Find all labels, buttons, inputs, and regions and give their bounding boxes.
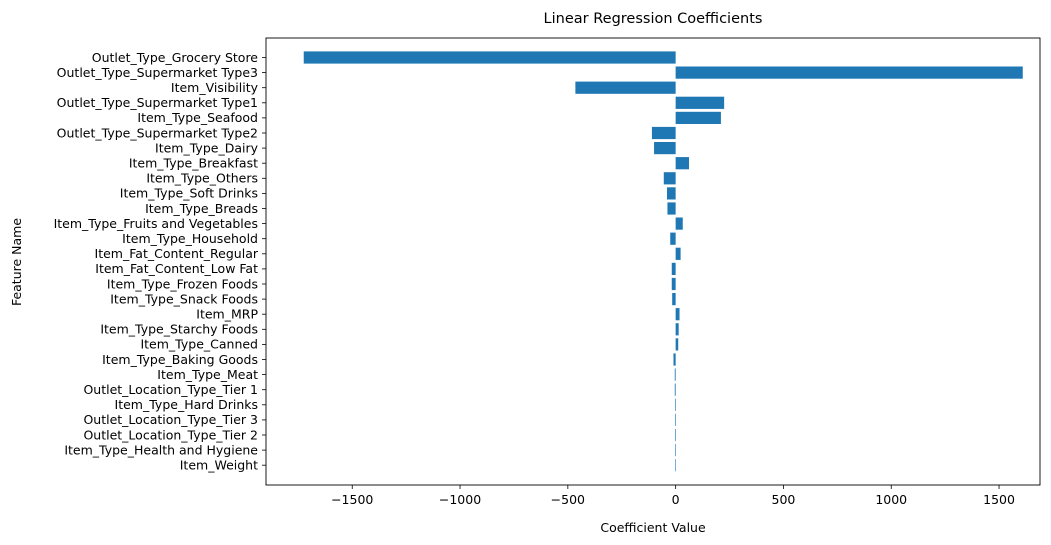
y-tick-label: Outlet_Type_Supermarket Type3 (57, 65, 258, 80)
y-tick-label: Outlet_Type_Supermarket Type1 (57, 95, 258, 110)
bar (651, 126, 676, 140)
plot-frame (265, 37, 1041, 486)
y-axis-label: Feature Name (9, 218, 24, 306)
bar (303, 51, 676, 64)
bar (673, 353, 676, 366)
y-tick-labels: Outlet_Type_Grocery StoreOutlet_Type_Sup… (54, 50, 266, 473)
x-axis-ticks: −1500 −1000 −500 0 500 1000 1500 (331, 485, 1015, 507)
bar (674, 428, 676, 442)
y-tick-label: Item_Fat_Content_Regular (95, 246, 259, 261)
bar (675, 444, 676, 457)
y-tick-label: Item_Type_Seafood (137, 110, 258, 125)
y-tick-label: Item_Type_Others (146, 171, 258, 186)
y-tick-label: Item_Type_Household (122, 231, 258, 246)
y-tick-label: Item_Type_Dairy (155, 140, 259, 155)
y-tick-label: Outlet_Location_Type_Tier 1 (83, 382, 258, 397)
y-tick-label: Item_Type_Starchy Foods (100, 322, 258, 337)
y-tick-label: Outlet_Location_Type_Tier 3 (83, 412, 258, 427)
x-tick-label: 1500 (983, 492, 1015, 507)
bar (675, 157, 690, 170)
bar (667, 187, 676, 200)
y-tick-label: Outlet_Location_Type_Tier 2 (83, 427, 258, 442)
y-tick-label: Item_Type_Canned (140, 337, 258, 352)
y-tick-label: Item_Type_Breakfast (129, 156, 258, 171)
y-tick-label: Item_Type_Fruits and Vegetables (54, 216, 258, 231)
bar (674, 383, 676, 396)
y-tick-label: Outlet_Type_Grocery Store (92, 50, 259, 65)
bar (675, 308, 680, 321)
bar (654, 142, 676, 155)
bar (675, 338, 679, 351)
x-tick-label: 1000 (875, 492, 907, 507)
y-tick-label: Outlet_Type_Supermarket Type2 (57, 125, 258, 140)
bar (671, 277, 676, 291)
y-tick-label: Item_MRP (196, 307, 258, 322)
y-tick-label: Item_Type_Frozen Foods (107, 276, 258, 291)
bar (675, 247, 681, 260)
x-axis-label: Coefficient Value (600, 520, 706, 535)
x-tick-label: −1000 (439, 492, 481, 507)
y-tick-label: Item_Type_Meat (157, 367, 258, 382)
x-tick-label: 0 (672, 492, 680, 507)
y-tick-label: Item_Type_Health and Hygiene (64, 442, 258, 457)
bar (575, 81, 676, 94)
bar (675, 111, 721, 124)
y-tick-label: Item_Type_Baking Goods (102, 352, 258, 367)
y-tick-label: Item_Type_Hard Drinks (115, 397, 258, 412)
bar (663, 172, 676, 185)
y-tick-label: Item_Visibility (171, 80, 259, 95)
bar (675, 66, 1023, 79)
bar (670, 232, 676, 245)
bar (674, 398, 676, 411)
bars-layer (303, 51, 1023, 472)
y-tick-label: Item_Type_Breads (145, 201, 258, 216)
bar (671, 262, 676, 275)
x-tick-label: −500 (551, 492, 585, 507)
bar (675, 96, 725, 109)
x-tick-label: −1500 (331, 492, 373, 507)
y-tick-label: Item_Weight (180, 458, 258, 473)
bar (667, 202, 676, 215)
bar (674, 413, 676, 426)
bar (674, 368, 676, 381)
bar (675, 217, 683, 230)
bar (672, 293, 676, 306)
chart-title: Linear Regression Coefficients (544, 11, 763, 27)
y-tick-label: Item_Fat_Content_Low Fat (95, 261, 258, 276)
y-tick-label: Item_Type_Soft Drinks (120, 186, 258, 201)
x-tick-label: 500 (772, 492, 796, 507)
bar (675, 323, 679, 336)
bar (675, 459, 677, 472)
y-tick-label: Item_Type_Snack Foods (110, 291, 258, 306)
